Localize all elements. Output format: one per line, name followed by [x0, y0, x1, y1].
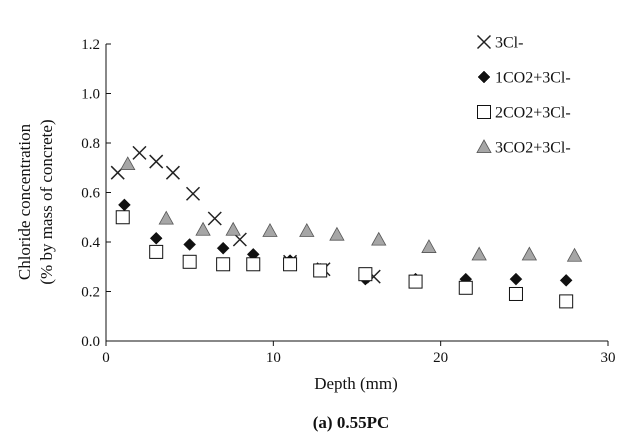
data-point-series-1: [132, 145, 147, 160]
data-point-series-1: [185, 186, 201, 201]
legend-label-2: 1CO2+3Cl-: [495, 70, 571, 87]
data-point-series-4: [299, 223, 315, 237]
data-point-series-3: [283, 257, 298, 272]
data-point-series-3: [182, 254, 197, 269]
data-point-series-4: [262, 223, 278, 237]
data-point-series-1: [165, 165, 180, 180]
tick-labels: 0.0 0.2 0.4 0.6 0.8 1.0 1.2 0 10 20 30: [81, 37, 615, 366]
y-tick-label: 0.2: [81, 285, 100, 301]
legend-label-1: 3Cl-: [495, 35, 523, 52]
data-point-series-3: [246, 257, 261, 272]
data-point-series-2: [216, 241, 230, 255]
data-point-series-3: [458, 280, 473, 295]
data-point-series-2: [559, 274, 573, 287]
legend-marker-1: [476, 34, 492, 50]
legend-label-3: 2CO2+3Cl-: [495, 105, 571, 122]
data-point-series-3: [358, 267, 373, 282]
y-tick-label: 1.2: [81, 37, 100, 53]
data-point-series-3: [313, 263, 328, 278]
x-tick-label: 10: [266, 350, 281, 366]
y-tick-label: 0.6: [81, 186, 100, 202]
data-point-series-4: [521, 246, 538, 261]
y-axis-title-line-1: Chloride concentration: [15, 123, 34, 280]
tick-marks: [105, 43, 609, 346]
data-points: [110, 145, 583, 309]
data-point-series-1: [149, 154, 164, 169]
legend-label-4: 3CO2+3Cl-: [495, 140, 571, 157]
x-axis-title: Depth (mm): [314, 374, 398, 393]
data-point-series-4: [195, 221, 211, 236]
data-point-series-4: [158, 210, 174, 225]
data-point-series-3: [408, 274, 423, 289]
data-point-series-4: [371, 231, 387, 246]
data-point-series-4: [120, 156, 136, 171]
x-tick-label: 30: [601, 350, 616, 366]
legend-marker-2: [477, 70, 491, 84]
data-point-series-2: [183, 238, 197, 251]
data-point-series-4: [421, 239, 437, 253]
data-point-series-3: [115, 210, 130, 225]
y-axis-title-line-2: (% by mass of concrete): [37, 119, 56, 284]
data-point-series-2: [149, 231, 163, 245]
legend-marker-3: [477, 105, 491, 119]
data-point-series-3: [508, 286, 523, 301]
data-point-series-2: [509, 272, 523, 286]
data-point-series-4: [471, 246, 487, 261]
data-point-series-1: [207, 211, 222, 226]
x-tick-label: 20: [433, 350, 448, 366]
y-tick-label: 0.8: [81, 136, 100, 152]
y-tick-label: 0.0: [81, 334, 100, 350]
y-tick-label: 0.4: [81, 235, 100, 251]
legend-marker-4: [476, 139, 492, 153]
x-tick-label: 0: [102, 350, 110, 366]
data-point-series-3: [149, 244, 164, 259]
chart-caption: (a) 0.55PC: [313, 413, 389, 432]
data-point-series-4: [566, 247, 583, 262]
legend: 3Cl- 1CO2+3Cl- 2CO2+3Cl- 3CO2+3Cl-: [476, 34, 571, 157]
data-point-series-3: [216, 257, 231, 272]
data-point-series-4: [329, 226, 345, 241]
data-point-series-4: [225, 221, 241, 236]
data-point-series-2: [118, 198, 131, 212]
axes: [105, 44, 608, 342]
data-point-series-3: [559, 294, 574, 309]
y-tick-label: 1.0: [81, 87, 100, 103]
